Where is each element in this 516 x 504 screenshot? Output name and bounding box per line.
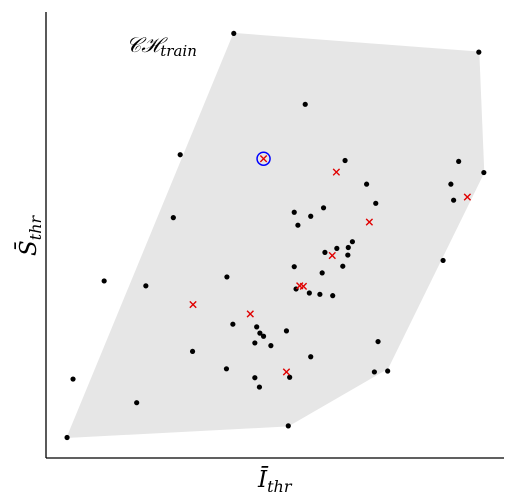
train-point (224, 274, 230, 280)
train-point (349, 239, 356, 245)
train-point (177, 152, 183, 158)
training-convex-hull (66, 32, 485, 439)
test-point-x (328, 251, 336, 260)
train-point (257, 330, 263, 336)
train-point (306, 290, 312, 296)
train-point (451, 197, 457, 203)
train-point (340, 263, 346, 269)
train-point (291, 264, 297, 270)
test-point-x (463, 193, 472, 201)
y-axis-label: S̄thr (15, 215, 45, 257)
train-point (375, 338, 381, 345)
train-point (143, 283, 149, 289)
test-point-x (332, 168, 341, 176)
train-point (308, 354, 314, 360)
train-point (252, 340, 258, 346)
train-point (342, 157, 348, 164)
train-point (64, 434, 70, 441)
train-point (371, 369, 377, 375)
train-point (448, 181, 454, 187)
train-point (364, 181, 370, 187)
train-point (373, 200, 379, 206)
train-point (456, 158, 462, 165)
train-point (291, 209, 297, 215)
test-point-x (189, 300, 197, 309)
test-point-x (299, 282, 308, 290)
train-point (308, 213, 314, 219)
train-point (322, 249, 328, 255)
train-point (254, 324, 260, 330)
test-point-x (259, 155, 268, 163)
train-point (230, 321, 236, 327)
train-point (231, 30, 237, 37)
x-axis-label: Īthr (257, 467, 293, 496)
train-point (481, 169, 487, 176)
train-point (256, 384, 263, 390)
train-point (317, 291, 323, 297)
train-point (440, 257, 446, 264)
train-point (285, 423, 291, 429)
train-point (345, 252, 351, 258)
train-point (287, 374, 293, 380)
train-point (385, 368, 391, 374)
train-point (330, 293, 336, 299)
train-point (101, 278, 107, 284)
train-point (334, 245, 340, 251)
test-point-x (365, 218, 374, 226)
train-point (260, 333, 267, 339)
test-point-x (246, 310, 254, 318)
train-point (283, 328, 290, 334)
highlight-circle (256, 151, 271, 166)
train-point (345, 244, 351, 251)
train-point (134, 400, 140, 406)
train-point (476, 49, 482, 55)
train-point (252, 375, 258, 381)
train-point (170, 215, 176, 221)
hull-label: 𝒞ℋtrain (126, 33, 197, 60)
train-point (223, 366, 230, 372)
train-point (302, 101, 308, 107)
train-point (295, 222, 301, 228)
train-point (320, 205, 327, 211)
train-point (319, 270, 325, 276)
data-points (64, 30, 487, 441)
train-point (189, 348, 196, 355)
train-point (70, 376, 76, 382)
train-point (268, 343, 274, 349)
test-point-x (282, 368, 291, 376)
